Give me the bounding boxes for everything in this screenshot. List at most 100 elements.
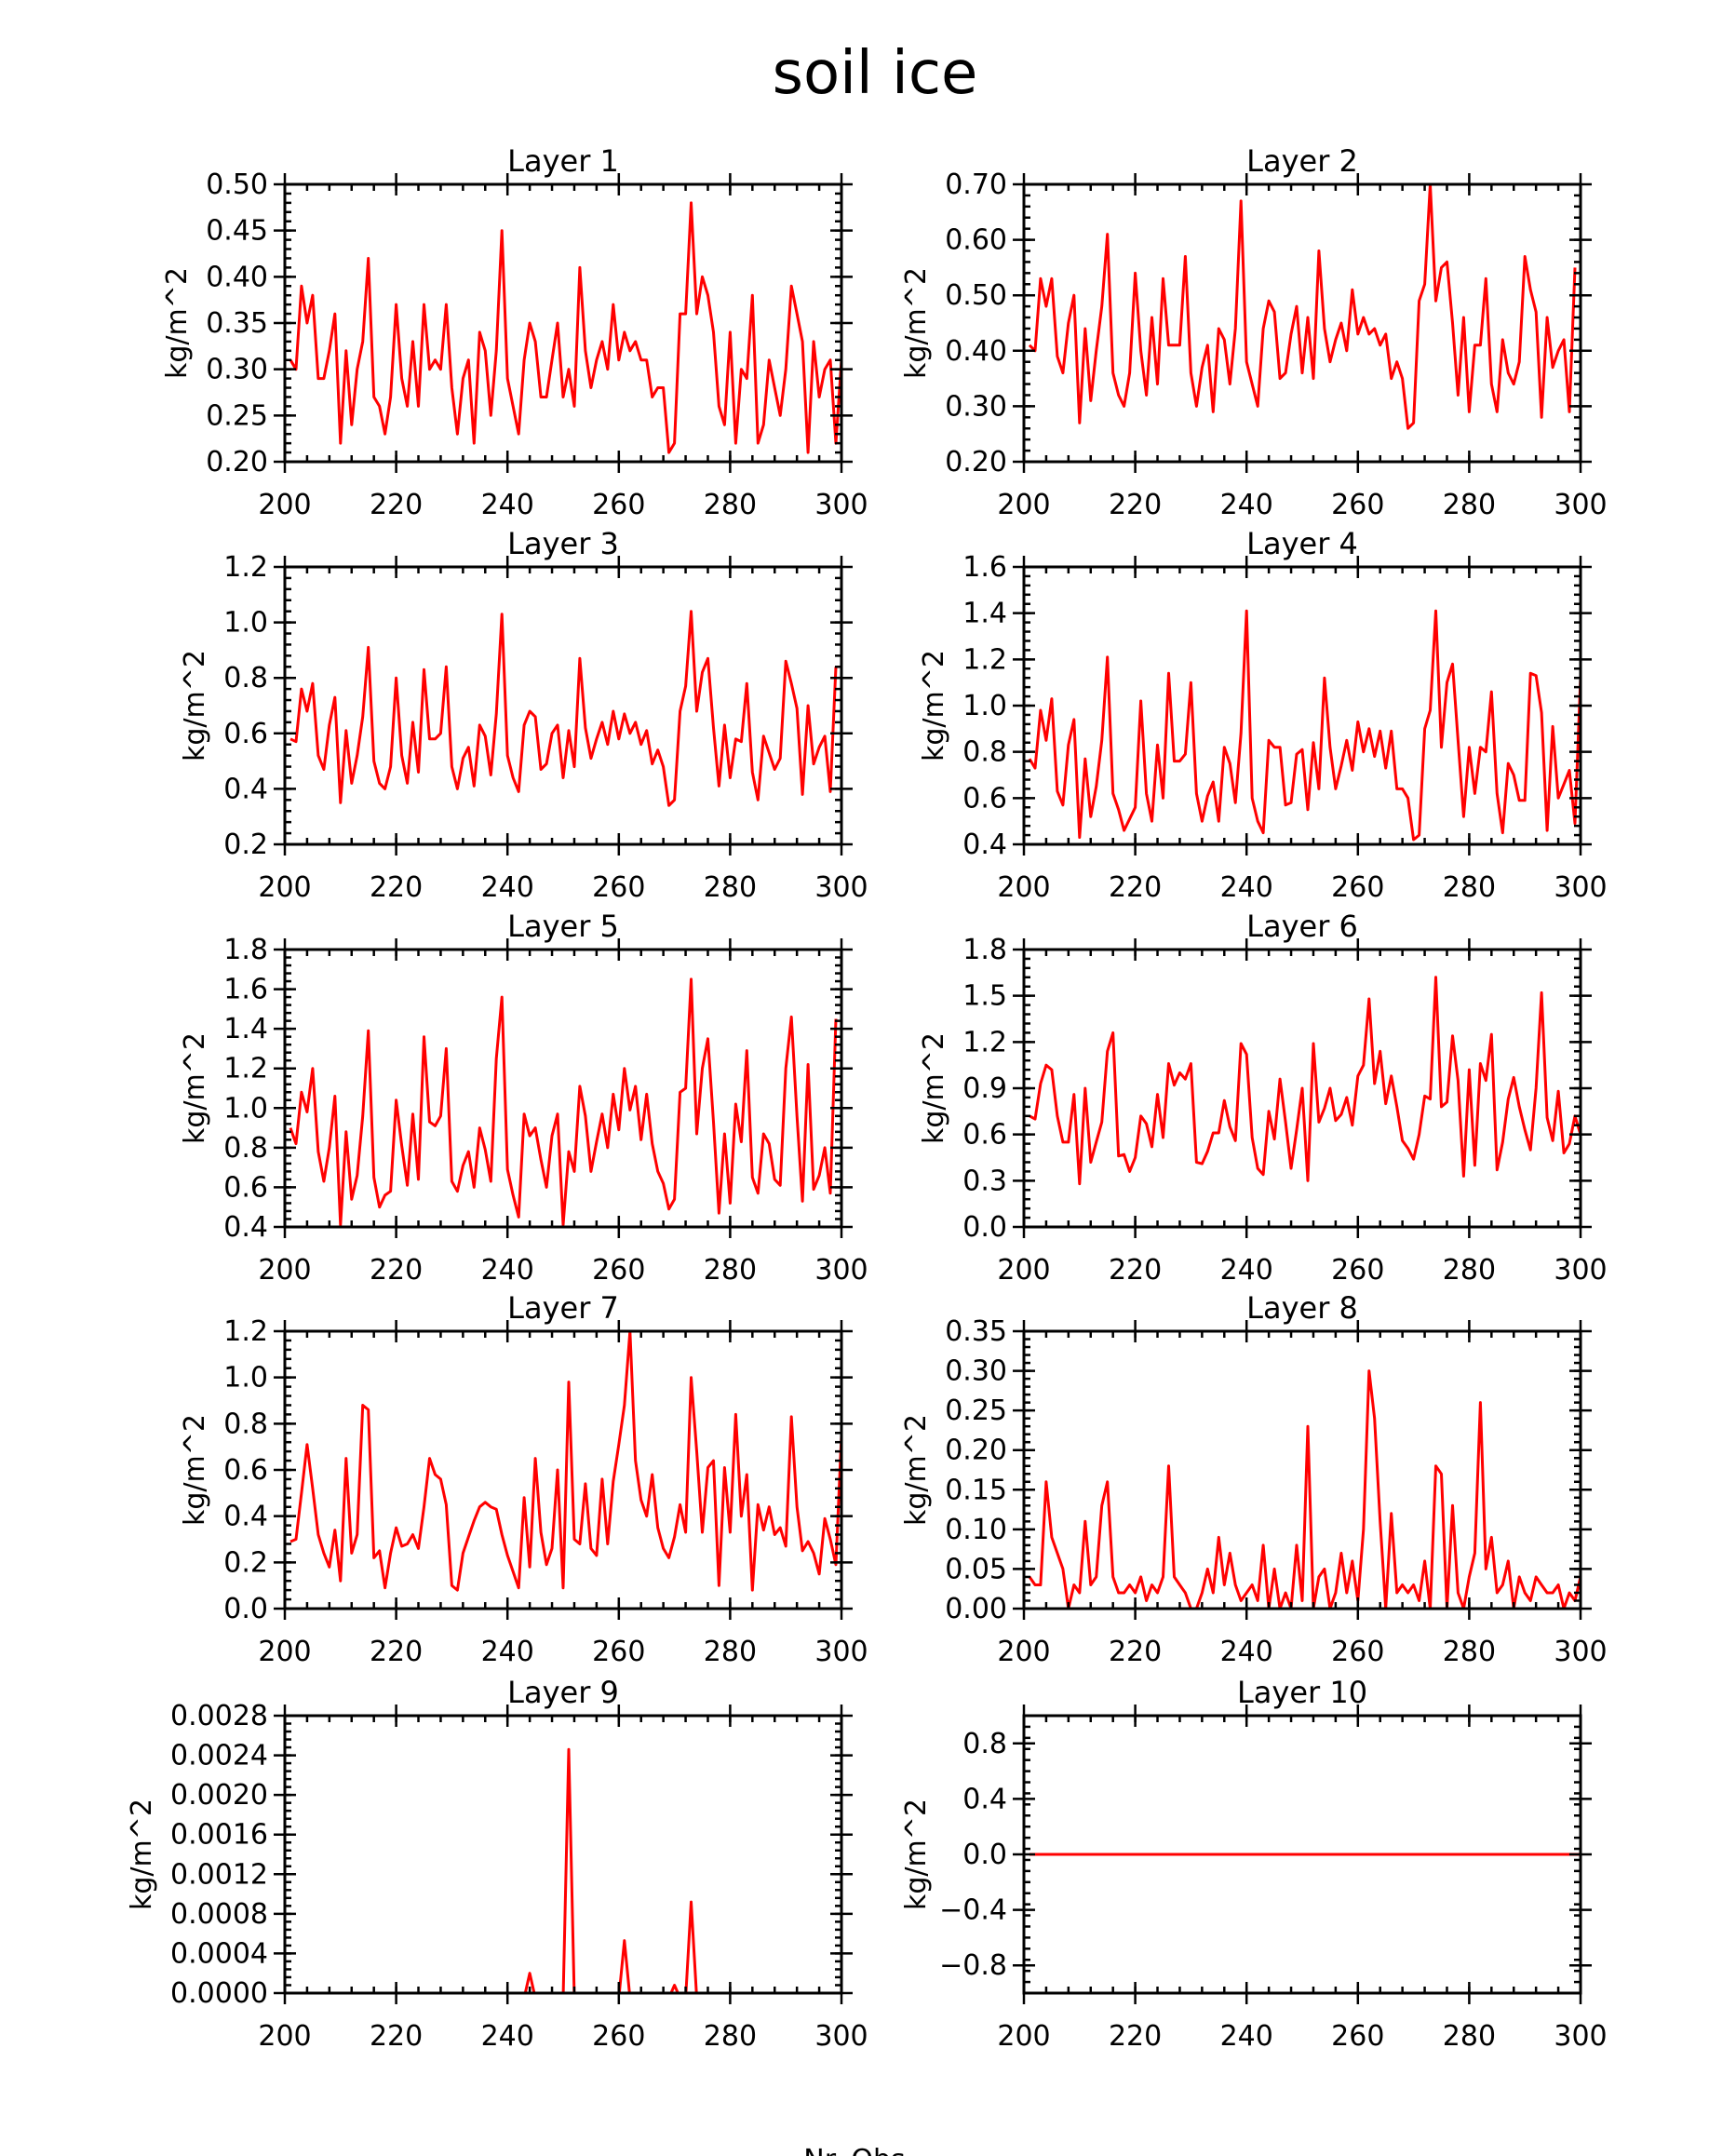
panel-8: Layer 8 0.00 0.05 0.10 0.15 0.20 0.25 0.30 0.35 2… xyxy=(900,1290,1608,1668)
x-tick-label: 300 xyxy=(1554,871,1607,904)
y-tick-label: 0.25 xyxy=(945,1395,1007,1427)
series-line xyxy=(523,1747,698,1993)
series-line xyxy=(289,977,838,1227)
y-tick-label: 0.6 xyxy=(962,782,1007,815)
x-tick-label: 280 xyxy=(1443,1636,1496,1668)
y-tick-label: 0.6 xyxy=(223,718,268,750)
y-tick-label: −0.4 xyxy=(939,1894,1007,1927)
x-tick-label: 220 xyxy=(370,871,423,904)
y-tick-label: 0.30 xyxy=(945,1355,1007,1388)
y-tick-label: 0.15 xyxy=(945,1474,1007,1506)
y-tick-label: 0.30 xyxy=(945,390,1007,423)
x-tick-label: 220 xyxy=(1109,489,1162,521)
y-axis-label: kg/m^2 xyxy=(179,1032,211,1144)
y-tick-label: 1.2 xyxy=(223,551,268,584)
panel-title: Layer 10 xyxy=(1237,1675,1367,1710)
y-tick-label: 1.2 xyxy=(223,1053,268,1085)
x-tick-label: 280 xyxy=(704,489,757,521)
y-tick-label: 0.0000 xyxy=(170,1977,268,2010)
y-tick-label: 0.3 xyxy=(962,1165,1007,1197)
x-tick-label: 200 xyxy=(258,2020,311,2053)
x-tick-label: 300 xyxy=(1554,1254,1607,1287)
x-tick-label: 280 xyxy=(1443,871,1496,904)
x-tick-label: 300 xyxy=(1554,2020,1607,2053)
x-tick-label: 260 xyxy=(592,871,645,904)
plot-frame xyxy=(1022,1329,1582,1610)
y-tick-label: 0.2 xyxy=(223,829,268,861)
y-tick-label: 0.6 xyxy=(223,1171,268,1204)
y-tick-label: 0.20 xyxy=(945,446,1007,478)
y-tick-label: 1.2 xyxy=(223,1315,268,1348)
y-tick-label: 0.70 xyxy=(945,168,1007,201)
x-tick-label: 280 xyxy=(704,1636,757,1668)
y-tick-label: 1.5 xyxy=(962,980,1007,1013)
y-tick-label: 0.0020 xyxy=(170,1779,268,1812)
x-tick-label: 240 xyxy=(481,871,534,904)
y-tick-label: 0.4 xyxy=(223,1501,268,1533)
plot-frame xyxy=(1022,182,1582,464)
y-axis-label: kg/m^2 xyxy=(179,650,211,761)
y-tick-label: 0.45 xyxy=(206,215,268,248)
y-axis-label: kg/m^2 xyxy=(126,1799,158,1910)
y-tick-label: 0.0 xyxy=(223,1593,268,1625)
x-tick-label: 240 xyxy=(1220,489,1273,521)
x-tick-label: 200 xyxy=(258,1636,311,1668)
x-tick-label: 220 xyxy=(370,489,423,521)
y-axis-label: kg/m^2 xyxy=(900,267,933,379)
y-axis-label: kg/m^2 xyxy=(900,1414,933,1526)
x-tick-label: 280 xyxy=(1443,2020,1496,2053)
y-tick-label: 1.0 xyxy=(962,690,1007,722)
y-tick-label: 0.4 xyxy=(962,829,1007,861)
panel-title: Layer 3 xyxy=(507,526,619,561)
y-tick-label: 1.2 xyxy=(962,643,1007,676)
y-tick-label: 0.25 xyxy=(206,399,268,432)
y-tick-label: 0.50 xyxy=(945,279,1007,312)
figure-title: soil ice xyxy=(773,39,978,108)
y-tick-label: 0.20 xyxy=(206,446,268,478)
y-tick-label: 0.30 xyxy=(206,354,268,386)
x-tick-label: 260 xyxy=(1331,1636,1384,1668)
y-tick-label: 1.0 xyxy=(223,1092,268,1125)
y-tick-label: 1.4 xyxy=(962,598,1007,630)
y-tick-label: 0.0028 xyxy=(170,1700,268,1732)
x-tick-label: 220 xyxy=(370,1636,423,1668)
series-line xyxy=(289,1331,841,1592)
x-tick-label: 260 xyxy=(1331,871,1384,904)
panel-title: Layer 7 xyxy=(507,1290,619,1326)
y-tick-label: 1.8 xyxy=(223,934,268,966)
y-tick-label: 0.4 xyxy=(223,1211,268,1244)
y-tick-label: 0.0008 xyxy=(170,1898,268,1931)
x-tick-label: 200 xyxy=(258,1254,311,1287)
x-tick-label: 280 xyxy=(704,871,757,904)
x-tick-label: 220 xyxy=(1109,1636,1162,1668)
y-tick-label: 1.0 xyxy=(223,607,268,640)
x-tick-label: 280 xyxy=(1443,1254,1496,1287)
y-tick-label: 0.50 xyxy=(206,168,268,201)
y-tick-label: 0.4 xyxy=(223,773,268,805)
y-tick-label: 0.4 xyxy=(962,1783,1007,1815)
x-tick-label: 240 xyxy=(481,489,534,521)
figure-footer: Nr. Obs xyxy=(803,2144,905,2156)
x-tick-label: 300 xyxy=(1554,1636,1607,1668)
panel-title: Layer 9 xyxy=(507,1675,619,1710)
x-tick-label: 200 xyxy=(997,871,1050,904)
y-tick-label: 1.0 xyxy=(223,1362,268,1395)
x-tick-label: 260 xyxy=(592,1254,645,1287)
series-line xyxy=(289,610,838,807)
y-axis-label: kg/m^2 xyxy=(918,650,950,761)
y-tick-label: 0.40 xyxy=(945,335,1007,368)
x-tick-label: 220 xyxy=(370,2020,423,2053)
plot-frame xyxy=(283,1714,843,1995)
y-tick-label: 0.35 xyxy=(206,307,268,340)
series-line xyxy=(1028,184,1577,430)
y-tick-label: 0.8 xyxy=(223,662,268,694)
x-tick-label: 300 xyxy=(814,871,868,904)
y-tick-label: 0.2 xyxy=(223,1546,268,1579)
x-tick-label: 200 xyxy=(258,871,311,904)
x-tick-label: 200 xyxy=(997,489,1050,521)
x-tick-label: 300 xyxy=(814,1636,868,1668)
x-tick-label: 280 xyxy=(704,2020,757,2053)
x-tick-label: 240 xyxy=(1220,1254,1273,1287)
x-tick-label: 200 xyxy=(997,1636,1050,1668)
